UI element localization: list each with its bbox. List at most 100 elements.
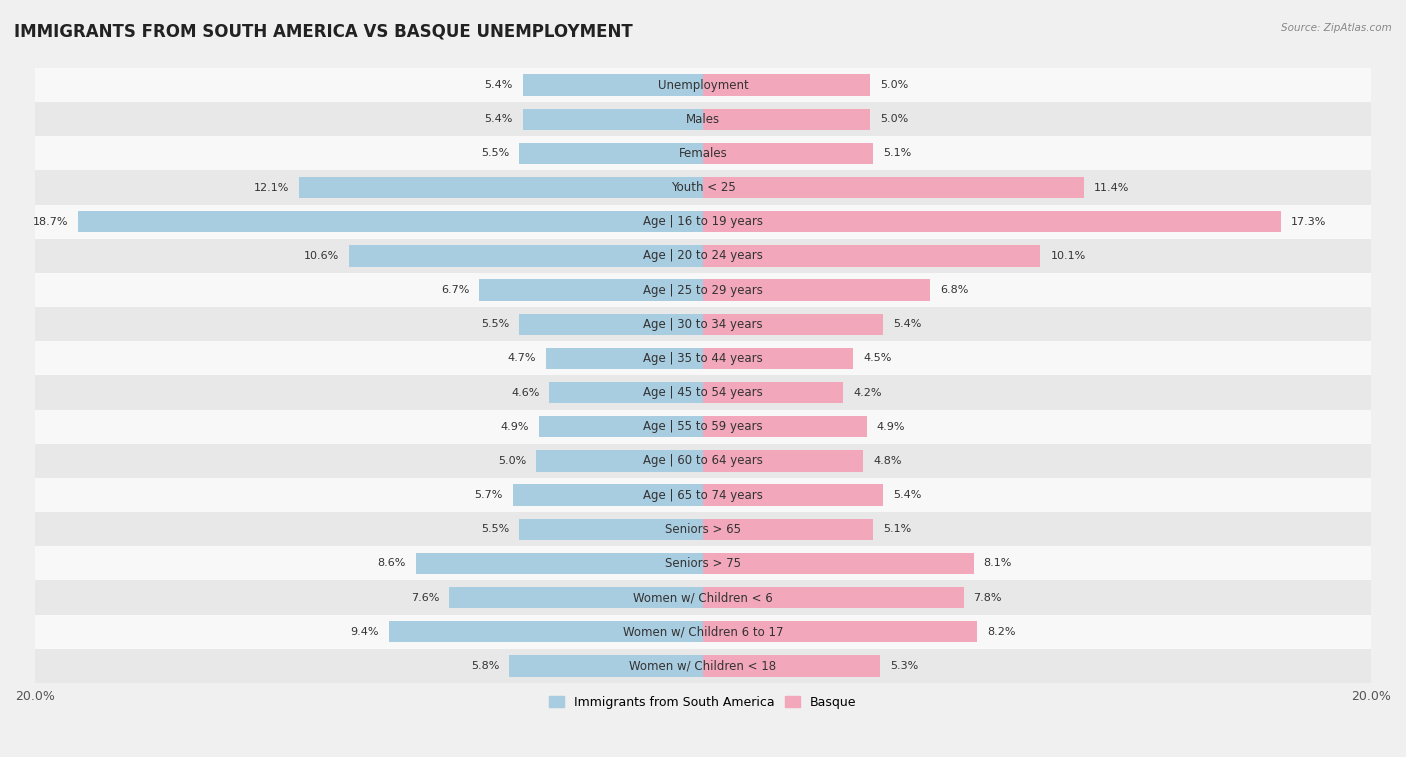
Bar: [35, 136, 1371, 170]
Bar: [35, 170, 1371, 204]
Bar: [79, 211, 703, 232]
Text: Age | 20 to 24 years: Age | 20 to 24 years: [643, 249, 763, 263]
Bar: [299, 177, 703, 198]
Text: 4.2%: 4.2%: [853, 388, 882, 397]
Text: 6.8%: 6.8%: [941, 285, 969, 295]
Text: 5.5%: 5.5%: [481, 148, 509, 158]
Bar: [449, 587, 703, 608]
Bar: [703, 416, 866, 438]
Text: 12.1%: 12.1%: [253, 182, 288, 192]
Bar: [703, 347, 853, 369]
Text: 5.4%: 5.4%: [893, 490, 922, 500]
Text: 4.9%: 4.9%: [501, 422, 529, 431]
Text: Age | 60 to 64 years: Age | 60 to 64 years: [643, 454, 763, 467]
Text: Youth < 25: Youth < 25: [671, 181, 735, 194]
Bar: [703, 109, 870, 130]
Text: Age | 55 to 59 years: Age | 55 to 59 years: [643, 420, 763, 433]
Bar: [703, 450, 863, 472]
Text: 4.7%: 4.7%: [508, 354, 536, 363]
Text: Age | 35 to 44 years: Age | 35 to 44 years: [643, 352, 763, 365]
Text: 17.3%: 17.3%: [1291, 217, 1326, 227]
Text: 5.4%: 5.4%: [484, 114, 513, 124]
Bar: [479, 279, 703, 301]
Bar: [35, 102, 1371, 136]
Text: 5.1%: 5.1%: [883, 148, 911, 158]
Bar: [703, 621, 977, 643]
Text: 7.6%: 7.6%: [411, 593, 439, 603]
Bar: [35, 444, 1371, 478]
Bar: [703, 245, 1040, 266]
Text: Unemployment: Unemployment: [658, 79, 748, 92]
Text: 5.5%: 5.5%: [481, 319, 509, 329]
Bar: [519, 519, 703, 540]
Bar: [35, 478, 1371, 512]
Text: Women w/ Children 6 to 17: Women w/ Children 6 to 17: [623, 625, 783, 638]
Bar: [550, 382, 703, 403]
Bar: [35, 547, 1371, 581]
Bar: [35, 341, 1371, 375]
Text: 18.7%: 18.7%: [32, 217, 69, 227]
Text: 5.0%: 5.0%: [880, 114, 908, 124]
Text: 9.4%: 9.4%: [350, 627, 380, 637]
Bar: [703, 211, 1281, 232]
Bar: [703, 656, 880, 677]
Text: 5.4%: 5.4%: [484, 80, 513, 90]
Legend: Immigrants from South America, Basque: Immigrants from South America, Basque: [544, 690, 862, 714]
Text: Seniors > 75: Seniors > 75: [665, 557, 741, 570]
Text: 5.0%: 5.0%: [498, 456, 526, 466]
Bar: [35, 649, 1371, 683]
Bar: [540, 416, 703, 438]
Text: 8.1%: 8.1%: [984, 559, 1012, 569]
Text: 5.5%: 5.5%: [481, 525, 509, 534]
Text: Source: ZipAtlas.com: Source: ZipAtlas.com: [1281, 23, 1392, 33]
Bar: [703, 553, 973, 574]
Bar: [35, 615, 1371, 649]
Bar: [35, 581, 1371, 615]
Bar: [416, 553, 703, 574]
Text: 5.7%: 5.7%: [474, 490, 502, 500]
Text: 4.5%: 4.5%: [863, 354, 891, 363]
Text: Age | 45 to 54 years: Age | 45 to 54 years: [643, 386, 763, 399]
Text: Males: Males: [686, 113, 720, 126]
Bar: [35, 512, 1371, 547]
Text: 5.1%: 5.1%: [883, 525, 911, 534]
Text: 8.6%: 8.6%: [377, 559, 406, 569]
Text: 4.9%: 4.9%: [877, 422, 905, 431]
Text: 7.8%: 7.8%: [973, 593, 1002, 603]
Bar: [703, 519, 873, 540]
Text: IMMIGRANTS FROM SOUTH AMERICA VS BASQUE UNEMPLOYMENT: IMMIGRANTS FROM SOUTH AMERICA VS BASQUE …: [14, 23, 633, 41]
Bar: [349, 245, 703, 266]
Bar: [35, 273, 1371, 307]
Bar: [703, 143, 873, 164]
Bar: [519, 143, 703, 164]
Bar: [703, 177, 1084, 198]
Text: Seniors > 65: Seniors > 65: [665, 523, 741, 536]
Text: 10.6%: 10.6%: [304, 251, 339, 261]
Text: 5.3%: 5.3%: [890, 661, 918, 671]
Text: Women w/ Children < 18: Women w/ Children < 18: [630, 659, 776, 672]
Text: Age | 16 to 19 years: Age | 16 to 19 years: [643, 215, 763, 229]
Text: 10.1%: 10.1%: [1050, 251, 1085, 261]
Bar: [703, 587, 963, 608]
Bar: [35, 68, 1371, 102]
Text: 4.6%: 4.6%: [510, 388, 540, 397]
Bar: [703, 484, 883, 506]
Text: 5.4%: 5.4%: [893, 319, 922, 329]
Bar: [703, 74, 870, 95]
Bar: [703, 313, 883, 335]
Bar: [35, 238, 1371, 273]
Text: Females: Females: [679, 147, 727, 160]
Bar: [35, 410, 1371, 444]
Bar: [546, 347, 703, 369]
Text: 6.7%: 6.7%: [441, 285, 470, 295]
Text: 11.4%: 11.4%: [1094, 182, 1129, 192]
Bar: [35, 375, 1371, 410]
Text: 5.0%: 5.0%: [880, 80, 908, 90]
Text: 8.2%: 8.2%: [987, 627, 1015, 637]
Bar: [523, 74, 703, 95]
Text: Age | 65 to 74 years: Age | 65 to 74 years: [643, 488, 763, 502]
Text: Women w/ Children < 6: Women w/ Children < 6: [633, 591, 773, 604]
Bar: [509, 656, 703, 677]
Bar: [389, 621, 703, 643]
Bar: [536, 450, 703, 472]
